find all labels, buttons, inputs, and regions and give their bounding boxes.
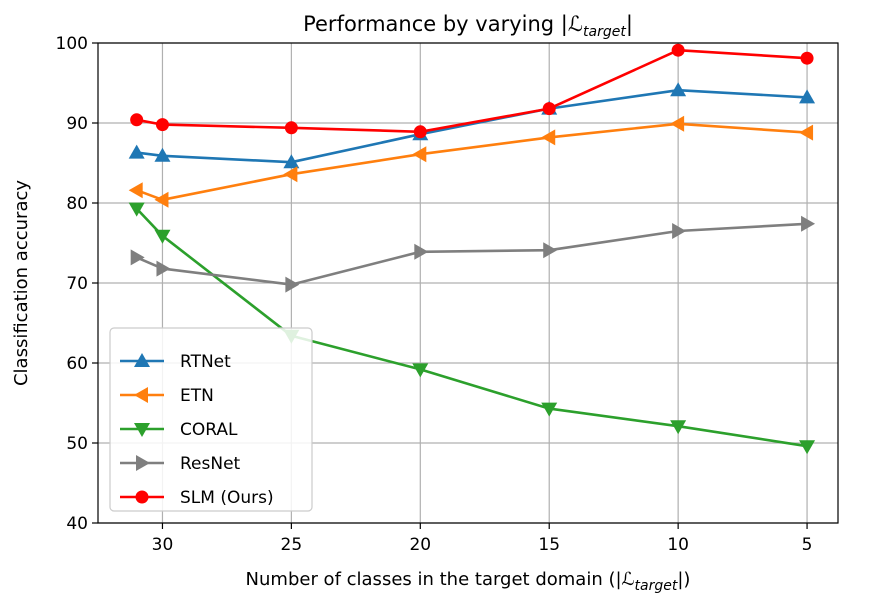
y-tick-label: 80 <box>66 194 88 214</box>
y-tick-label: 60 <box>66 354 88 374</box>
data-point-etn <box>154 191 169 208</box>
legend-item-coral: CORAL <box>120 420 238 440</box>
x-tick-label: 25 <box>281 535 303 555</box>
data-point-rtnet <box>128 144 145 159</box>
x-tick-label: 10 <box>667 535 689 555</box>
legend-label-rtnet: RTNet <box>180 352 231 372</box>
data-point-coral <box>799 440 816 455</box>
data-point-rtnet <box>670 82 687 97</box>
data-point-resnet <box>130 249 145 266</box>
data-point-coral <box>154 229 171 244</box>
data-point-slm-ours <box>671 43 685 57</box>
data-point-slm-ours <box>130 113 144 127</box>
y-axis-label: Classification accuracy <box>11 180 32 386</box>
series-slm-ours <box>130 43 814 139</box>
legend-marker-coral <box>134 423 150 437</box>
data-point-coral <box>128 202 145 217</box>
data-point-etn <box>412 146 427 163</box>
data-point-coral <box>541 402 558 417</box>
legend-marker-rtnet <box>134 353 150 367</box>
data-point-slm-ours <box>155 118 169 132</box>
legend: RTNet ETN CORAL ResNet SLM (Ours) <box>109 327 313 512</box>
data-point-rtnet <box>154 147 171 162</box>
data-point-slm-ours <box>413 125 427 139</box>
data-point-etn <box>128 182 143 199</box>
x-tick-label: 20 <box>409 535 431 555</box>
data-point-rtnet <box>799 89 816 104</box>
legend-label-resnet: ResNet <box>180 454 241 474</box>
y-tick-label: 90 <box>66 114 88 134</box>
data-point-etn <box>799 124 814 141</box>
series-line-etn <box>136 122 808 202</box>
legend-item-resnet: ResNet <box>120 454 241 474</box>
y-tick-label: 50 <box>66 434 88 454</box>
data-point-resnet <box>414 243 429 260</box>
legend-item-slm-ours: SLM (Ours) <box>120 488 274 508</box>
chart-title: Performance by varying |ℒtarget| <box>303 12 633 40</box>
legend-box <box>109 327 313 512</box>
series-etn <box>128 115 814 208</box>
plot-series <box>128 43 816 455</box>
series-resnet <box>130 215 816 293</box>
x-tick-label: 30 <box>152 535 174 555</box>
data-point-slm-ours <box>542 102 556 116</box>
y-tick-label: 100 <box>56 34 88 54</box>
data-point-etn <box>541 129 556 146</box>
data-point-resnet <box>801 215 816 232</box>
data-point-etn <box>283 166 298 183</box>
x-axis-label: Number of classes in the target domain (… <box>246 569 691 594</box>
legend-label-etn: ETN <box>180 386 214 406</box>
legend-marker-etn <box>134 387 148 403</box>
legend-label-slm-ours: SLM (Ours) <box>180 488 274 508</box>
y-tick-label: 70 <box>66 274 88 294</box>
data-point-rtnet <box>283 154 300 169</box>
data-point-coral <box>670 420 687 435</box>
data-point-slm-ours <box>800 51 814 65</box>
data-point-resnet <box>543 242 558 259</box>
data-point-resnet <box>672 223 687 239</box>
data-point-slm-ours <box>284 121 298 135</box>
data-point-coral <box>412 363 429 378</box>
legend-marker-slm-ours <box>135 490 149 504</box>
series-line-resnet <box>136 222 808 286</box>
y-tick-label: 40 <box>66 514 88 534</box>
legend-label-coral: CORAL <box>180 420 238 440</box>
data-point-resnet <box>156 260 171 277</box>
legend-marker-resnet <box>136 455 150 471</box>
legend-item-rtnet: RTNet <box>120 352 231 372</box>
data-point-resnet <box>285 276 300 293</box>
x-tick-label: 5 <box>802 535 813 555</box>
axis-ticks: 30 25 20 15 10 5 40 50 60 70 80 90 100 <box>56 34 813 555</box>
data-point-etn <box>670 115 685 132</box>
legend-item-etn: ETN <box>120 386 214 406</box>
x-tick-label: 15 <box>538 535 560 555</box>
